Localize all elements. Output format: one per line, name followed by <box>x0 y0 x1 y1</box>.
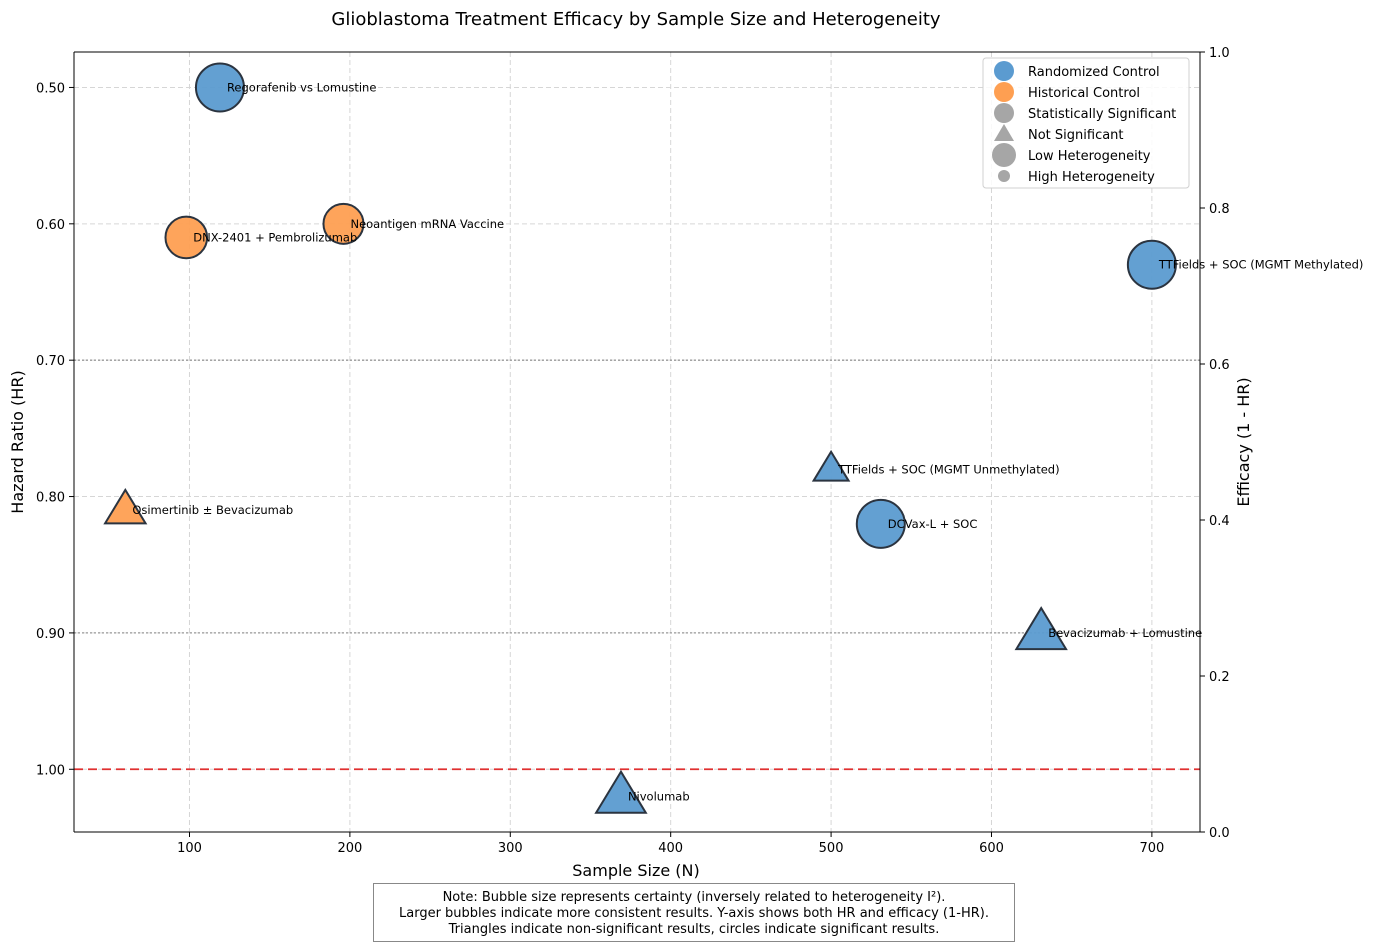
point-label: DCVax-L + SOC <box>888 517 978 531</box>
legend-marker <box>994 61 1014 81</box>
point-labels: Regorafenib vs Lomustine DNX-2401 + Pembr… <box>132 80 1363 803</box>
point-marker <box>194 62 245 113</box>
axes: 100 200 300 400 500 600 700 0.50 0.60 0.70 0.80 0.9… <box>36 46 1230 856</box>
x-tick-label: 400 <box>658 841 683 856</box>
y-tick-label: 0.60 <box>36 218 65 233</box>
note-line-1: Note: Bubble size represents certainty (… <box>442 890 946 905</box>
note-box: Note: Bubble size represents certainty (… <box>373 883 1015 942</box>
legend-label: Historical Control <box>1028 86 1140 101</box>
x-tick-label: 700 <box>1139 841 1164 856</box>
legend-marker <box>994 82 1014 102</box>
legend-marker <box>998 170 1010 182</box>
point-marker <box>1014 606 1068 651</box>
data-points <box>103 62 1177 814</box>
point-label: TTFields + SOC (MGMT Unmethylated) <box>837 462 1060 476</box>
reference-lines <box>74 359 1200 771</box>
legend-label: Not Significant <box>1028 128 1124 143</box>
legend-marker <box>994 103 1014 123</box>
legend-label: Randomized Control <box>1028 65 1160 80</box>
point-label: Neoantigen mRNA Vaccine <box>350 217 504 231</box>
legend-label: Statistically Significant <box>1028 107 1176 122</box>
x-tick-label: 300 <box>498 841 523 856</box>
scatter-chart: Glioblastoma Treatment Efficacy by Sampl… <box>8 9 1363 880</box>
note-line-3: Triangles indicate non-significant resul… <box>448 922 940 937</box>
right-y-tick-label: 0.8 <box>1209 202 1230 217</box>
x-tick-label: 500 <box>819 841 844 856</box>
y-tick-label: 0.80 <box>36 491 65 506</box>
point-label: DNX-2401 + Pembrolizumab <box>193 230 357 244</box>
legend-marker <box>994 124 1014 141</box>
x-tick-label: 200 <box>337 841 362 856</box>
point-marker <box>1126 239 1177 290</box>
point-marker <box>103 488 148 525</box>
y-axis-label: Hazard Ratio (HR) <box>8 370 27 513</box>
point-label: TTFields + SOC (MGMT Methylated) <box>1158 258 1364 272</box>
right-y-tick-label: 0.0 <box>1209 826 1230 841</box>
point-label: Osimertinib ± Bevacizumab <box>132 503 293 517</box>
legend-label: High Heterogeneity <box>1028 170 1155 185</box>
right-y-tick-label: 0.2 <box>1209 670 1230 685</box>
point-label: Nivolumab <box>628 790 690 804</box>
x-tick-label: 100 <box>177 841 202 856</box>
x-tick-label: 600 <box>979 841 1004 856</box>
y-tick-label: 1.00 <box>36 763 65 778</box>
right-y-tick-label: 0.4 <box>1209 514 1230 529</box>
point-label: Bevacizumab + Lomustine <box>1048 626 1202 640</box>
legend-marker <box>992 143 1016 167</box>
point-marker <box>811 449 851 482</box>
point-marker <box>855 498 906 549</box>
right-y-tick-label: 0.6 <box>1209 358 1230 373</box>
y-tick-label: 0.90 <box>36 627 65 642</box>
chart-title: Glioblastoma Treatment Efficacy by Sampl… <box>331 9 941 30</box>
x-axis-label: Sample Size (N) <box>572 861 699 880</box>
right-y-axis-label: Efficacy (1 - HR) <box>1234 377 1253 506</box>
point-marker <box>322 202 365 245</box>
y-tick-label: 0.50 <box>36 81 65 96</box>
legend-label: Low Heterogeneity <box>1028 149 1151 164</box>
right-y-tick-label: 1.0 <box>1209 46 1230 61</box>
point-marker <box>164 215 209 260</box>
legend: Randomized Control Historical Control Stat… <box>982 57 1190 189</box>
point-marker <box>594 769 648 814</box>
legend-box <box>982 57 1190 189</box>
y-tick-label: 0.70 <box>36 354 65 369</box>
point-label: Regorafenib vs Lomustine <box>227 80 376 94</box>
note-line-2: Larger bubbles indicate more consistent … <box>399 906 989 921</box>
